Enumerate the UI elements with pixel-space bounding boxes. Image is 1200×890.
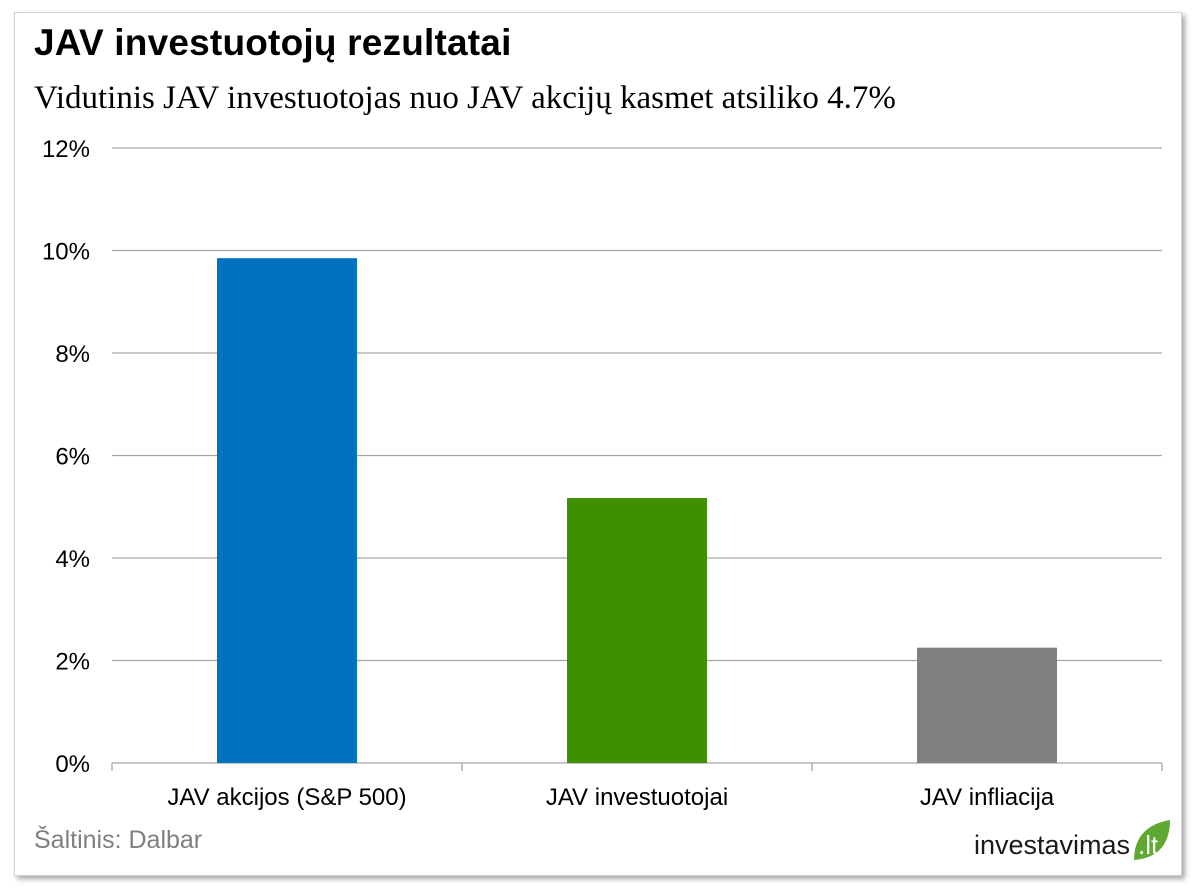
y-tick-label: 4% — [55, 546, 90, 573]
investavimas-logo: investavimas .lt — [974, 820, 1174, 864]
logo-suffix: .lt — [1138, 830, 1159, 860]
chart-subtitle: Vidutinis JAV investuotojas nuo JAV akci… — [34, 80, 896, 116]
y-tick-label: 2% — [55, 649, 90, 676]
x-category-label: JAV investuotojai — [546, 784, 728, 811]
chart-title: JAV investuotojų rezultatai — [34, 22, 512, 63]
leaf-icon — [1134, 820, 1170, 860]
bar — [217, 258, 357, 763]
y-tick-label: 0% — [55, 751, 90, 778]
source-note: Šaltinis: Dalbar — [34, 826, 203, 854]
y-tick-label: 6% — [55, 444, 90, 471]
y-tick-label: 10% — [42, 239, 90, 266]
y-tick-label: 12% — [42, 136, 90, 163]
x-category-label: JAV akcijos (S&P 500) — [167, 784, 406, 811]
logo-text: investavimas — [974, 830, 1131, 860]
bar — [917, 647, 1057, 763]
x-category-label: JAV infliacija — [920, 784, 1055, 811]
bar — [567, 498, 707, 763]
y-tick-label: 8% — [55, 341, 90, 368]
